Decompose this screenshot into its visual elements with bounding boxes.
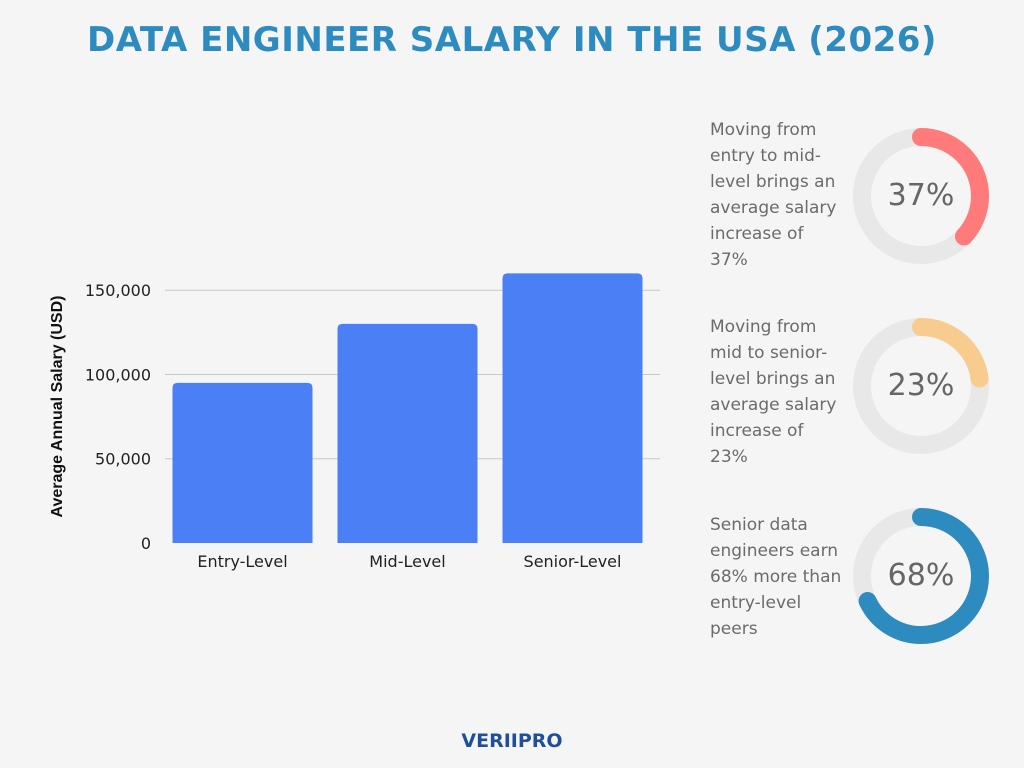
donut-value-label: 23%	[887, 368, 955, 403]
stat-text-line: Moving from	[710, 120, 817, 140]
donut-entry-to-mid: 37%	[850, 125, 992, 267]
bar-chart: 0 50,000 100,000 150,000 Average Annual Sala…	[49, 273, 660, 571]
donut-value-label: 37%	[887, 178, 955, 213]
donut-value-label: 68%	[887, 558, 955, 593]
stat-text-line: Moving from	[710, 317, 817, 337]
donut-mid-to-senior: 23%	[850, 315, 992, 457]
x-tick-label: Mid-Level	[369, 552, 445, 571]
stat-text-line: increase of	[710, 224, 804, 244]
bar-mid-level	[337, 323, 478, 543]
donut-arc	[853, 128, 989, 264]
stat-text-mid-to-senior: Moving from mid to senior- level brings …	[710, 314, 850, 470]
donut-senior-vs-entry: 68%	[850, 505, 992, 647]
y-tick-label: 50,000	[95, 450, 151, 469]
stat-text-line: average salary	[710, 198, 837, 218]
stat-text-line: 37%	[710, 250, 748, 270]
stat-text-line: increase of	[710, 421, 804, 441]
stat-text-senior-vs-entry: Senior data engineers earn 68% more than…	[710, 512, 850, 642]
x-tick-label: Senior-Level	[524, 552, 622, 571]
bar-senior-level	[502, 273, 643, 543]
stat-text-entry-to-mid: Moving from entry to mid- level brings a…	[710, 117, 850, 273]
y-tick-label: 100,000	[85, 365, 151, 384]
page-title: DATA ENGINEER SALARY IN THE USA (2026)	[87, 20, 937, 60]
donut-arc	[853, 318, 989, 454]
stat-text-line: level brings an	[710, 172, 836, 192]
donut-arc	[853, 508, 989, 644]
stat-text-line: peers	[710, 619, 758, 639]
stat-text-line: mid to senior-	[710, 343, 828, 363]
stat-text-line: engineers earn	[710, 541, 839, 561]
bar-entry-level	[172, 382, 313, 543]
stat-text-line: entry-level	[710, 593, 802, 613]
stat-text-line: average salary	[710, 395, 837, 415]
y-tick-label: 150,000	[85, 281, 151, 300]
stat-text-line: 23%	[710, 447, 748, 467]
brand-logo-text: VERIIPRO	[461, 730, 563, 752]
y-axis-title: Average Annual Salary (USD)	[49, 296, 66, 518]
stat-text-line: level brings an	[710, 369, 836, 389]
stat-text-line: Senior data	[710, 515, 808, 535]
x-tick-label: Entry-Level	[197, 552, 287, 571]
y-tick-label: 0	[141, 534, 151, 553]
stat-text-line: 68% more than	[710, 567, 842, 587]
stat-text-line: entry to mid-	[710, 146, 822, 166]
